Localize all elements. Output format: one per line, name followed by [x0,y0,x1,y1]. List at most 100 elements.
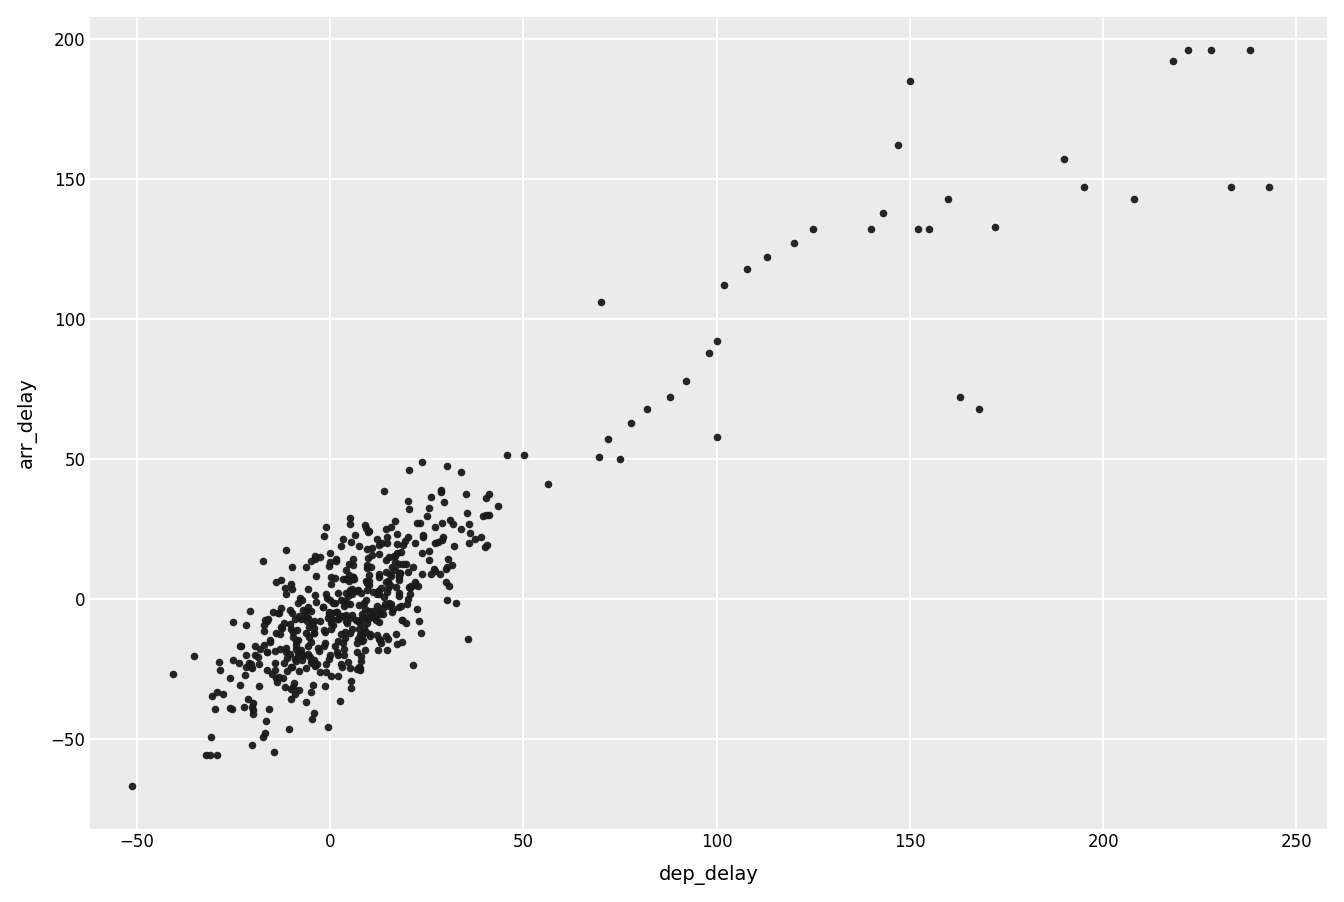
Point [327,648,348,662]
Point [296,695,317,709]
Point [320,555,341,569]
Point [358,611,379,625]
Point [1177,43,1199,58]
Point [609,452,630,466]
Point [285,634,306,649]
Point [401,579,422,594]
Point [456,487,477,502]
Point [296,614,317,629]
Point [368,607,390,621]
Point [297,600,319,614]
Point [335,572,356,586]
Point [271,621,293,635]
Point [314,665,336,679]
Point [306,640,328,655]
Point [247,679,269,694]
Point [241,700,262,714]
Point [298,620,320,634]
Point [257,663,278,677]
Point [457,632,478,647]
Point [207,748,228,762]
Point [319,546,340,560]
Point [329,593,351,607]
Point [1220,180,1242,195]
Point [319,607,340,621]
Point [345,612,367,627]
Point [1239,43,1261,58]
Point [280,603,301,618]
Point [392,538,414,552]
Point [421,490,442,504]
Point [285,638,306,652]
Point [337,589,359,603]
Point [339,574,360,588]
Point [288,649,309,663]
Point [271,671,293,686]
Point [304,658,325,673]
Point [122,778,144,793]
Point [301,616,323,630]
Point [341,608,363,622]
Y-axis label: arr_delay: arr_delay [16,377,36,468]
Point [292,649,313,664]
Point [348,616,370,630]
Point [263,745,285,759]
Point [341,587,363,602]
Point [410,516,431,530]
Point [292,603,313,617]
Point [329,627,351,641]
Point [333,630,355,645]
Point [324,570,345,584]
Point [367,599,388,613]
Point [388,566,410,580]
Point [450,522,472,537]
Point [446,595,468,610]
Point [238,692,259,706]
Point [301,617,323,631]
Point [276,586,297,601]
Point [297,639,319,653]
Point [325,554,347,568]
Point [337,655,359,669]
Point [418,552,439,566]
Point [374,596,395,611]
Point [351,607,372,621]
Point [470,530,492,545]
Point [282,625,304,640]
Point [249,641,270,656]
Point [394,534,415,548]
Point [343,571,364,585]
Point [362,584,383,599]
Point [285,654,306,668]
Point [284,687,305,702]
Point [355,518,376,532]
Point [206,685,227,699]
Point [376,529,398,544]
Point [353,595,375,610]
Point [348,631,370,646]
Point [418,544,439,558]
Point [339,597,360,612]
Point [323,618,344,632]
Point [208,662,230,676]
Point [431,529,453,544]
Point [319,558,340,573]
Point [288,596,309,611]
Point [353,602,375,616]
Point [270,641,292,656]
Point [247,649,269,664]
Point [398,580,419,594]
Point [301,656,323,670]
Point [359,629,380,643]
Point [336,595,358,610]
Point [340,511,362,526]
Point [339,611,360,625]
Point [395,557,417,571]
Point [273,656,294,670]
Point [281,582,302,596]
Point [333,625,355,640]
Point [297,582,319,596]
Point [411,456,433,470]
Point [406,515,427,529]
Point [380,597,402,612]
